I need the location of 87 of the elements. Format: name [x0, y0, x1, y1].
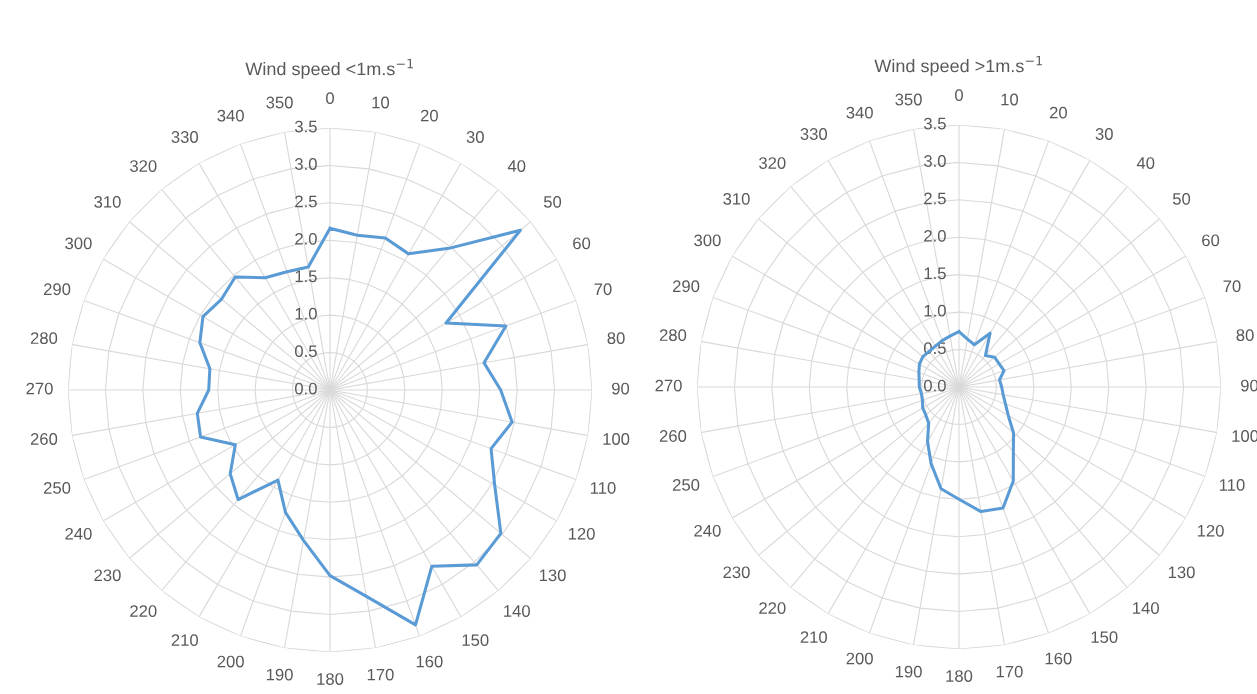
spoke-label: 310	[94, 195, 121, 208]
spoke-label: 280	[30, 332, 58, 345]
spoke-label: 340	[846, 106, 873, 119]
spoke-label: 290	[672, 280, 700, 293]
spoke-label: 170	[367, 668, 394, 681]
spoke-label: 220	[759, 602, 786, 614]
spoke-label: 320	[130, 160, 157, 172]
spoke-label: 280	[659, 329, 687, 342]
y-tick-label: 3.5	[294, 120, 317, 133]
spoke-label: 180	[946, 670, 973, 682]
spoke-label: 10	[372, 96, 390, 109]
spoke-label: 20	[1049, 106, 1067, 119]
y-tick-label: 2.5	[924, 192, 946, 205]
spoke-label: 210	[800, 631, 828, 644]
spoke-label: 50	[543, 195, 562, 208]
spoke-label: 80	[607, 332, 625, 345]
chart-title: Wind speed <1m.s$^{−1}$	[245, 58, 413, 79]
spoke-label: 130	[539, 569, 566, 582]
spoke-label: 40	[507, 160, 526, 172]
spoke-label: 140	[504, 605, 530, 617]
spoke-label: 120	[1197, 524, 1224, 537]
y-tick-label: 0.5	[294, 345, 317, 358]
y-tick-label: 2.5	[295, 195, 317, 208]
spoke-label: 80	[1236, 329, 1254, 342]
spoke-label: 350	[266, 96, 293, 109]
spoke-label: 210	[171, 634, 199, 647]
spoke-label: 310	[723, 192, 750, 205]
spoke-label: 220	[130, 605, 157, 617]
chart-title: Wind speed >1m.s$^{−1}$	[874, 55, 1042, 76]
y-tick-label: 2.0	[295, 232, 317, 245]
y-tick-label: 1.0	[924, 304, 946, 317]
spoke-label: 160	[1045, 652, 1072, 665]
spoke-label: 330	[171, 131, 199, 143]
spoke-label: 100	[603, 433, 630, 445]
y-tick-label: 1.5	[924, 267, 946, 280]
y-tick-label: 3.5	[923, 117, 946, 130]
spoke-label: 0	[326, 92, 334, 104]
spoke-label: 140	[1133, 602, 1159, 614]
spoke-label: 150	[462, 634, 489, 647]
y-tick-label: 3.0	[923, 155, 946, 167]
spoke-label: 90	[611, 382, 630, 395]
spoke-label: 260	[30, 433, 58, 445]
y-tick-label: 3.0	[294, 158, 317, 170]
spoke-label: 70	[1223, 280, 1241, 293]
y-tick-label: 1.5	[295, 270, 317, 283]
spoke-label: 110	[590, 482, 616, 494]
spoke-label: 250	[43, 482, 71, 494]
spoke-label: 240	[65, 527, 92, 540]
spoke-label: 130	[1168, 566, 1195, 579]
spoke-label: 260	[659, 430, 687, 442]
y-tick-label: 0.0	[294, 382, 317, 395]
spoke-label: 240	[694, 524, 721, 537]
spoke-label: 60	[1202, 234, 1220, 247]
spoke-label: 300	[65, 237, 92, 250]
spoke-label: 120	[568, 527, 595, 540]
spoke-label: 30	[1095, 128, 1113, 140]
spoke-label: 190	[266, 668, 293, 681]
spoke-label: 0	[955, 89, 963, 101]
spoke-label: 200	[846, 652, 873, 665]
spoke-label: 180	[317, 673, 344, 685]
spoke-label: 290	[43, 283, 71, 296]
spoke-label: 60	[573, 237, 591, 250]
spoke-label: 160	[416, 655, 443, 668]
spoke-label: 300	[694, 234, 721, 247]
spoke-label: 20	[420, 109, 438, 122]
spoke-label: 230	[723, 566, 750, 579]
spoke-label: 190	[895, 665, 922, 678]
spoke-label: 170	[996, 665, 1023, 678]
spoke-label: 30	[466, 131, 484, 143]
spoke-label: 230	[94, 569, 121, 582]
spoke-label: 320	[759, 157, 786, 169]
y-tick-label: 1.0	[295, 307, 317, 320]
y-tick-label: 2.0	[924, 229, 946, 242]
spoke-label: 70	[594, 283, 612, 296]
spoke-label: 340	[217, 109, 244, 122]
spoke-label: 110	[1219, 479, 1245, 491]
spoke-label: 250	[672, 479, 700, 491]
spoke-label: 330	[800, 128, 828, 140]
spoke-label: 200	[217, 655, 244, 668]
spoke-label: 270	[26, 382, 53, 395]
y-tick-label: 0.0	[923, 379, 946, 392]
spoke-label: 270	[655, 379, 682, 392]
spoke-label: 50	[1172, 192, 1191, 205]
spoke-label: 40	[1136, 157, 1155, 169]
spoke-label: 10	[1001, 93, 1019, 106]
spoke-label: 350	[895, 93, 922, 106]
spoke-label: 150	[1091, 631, 1118, 644]
